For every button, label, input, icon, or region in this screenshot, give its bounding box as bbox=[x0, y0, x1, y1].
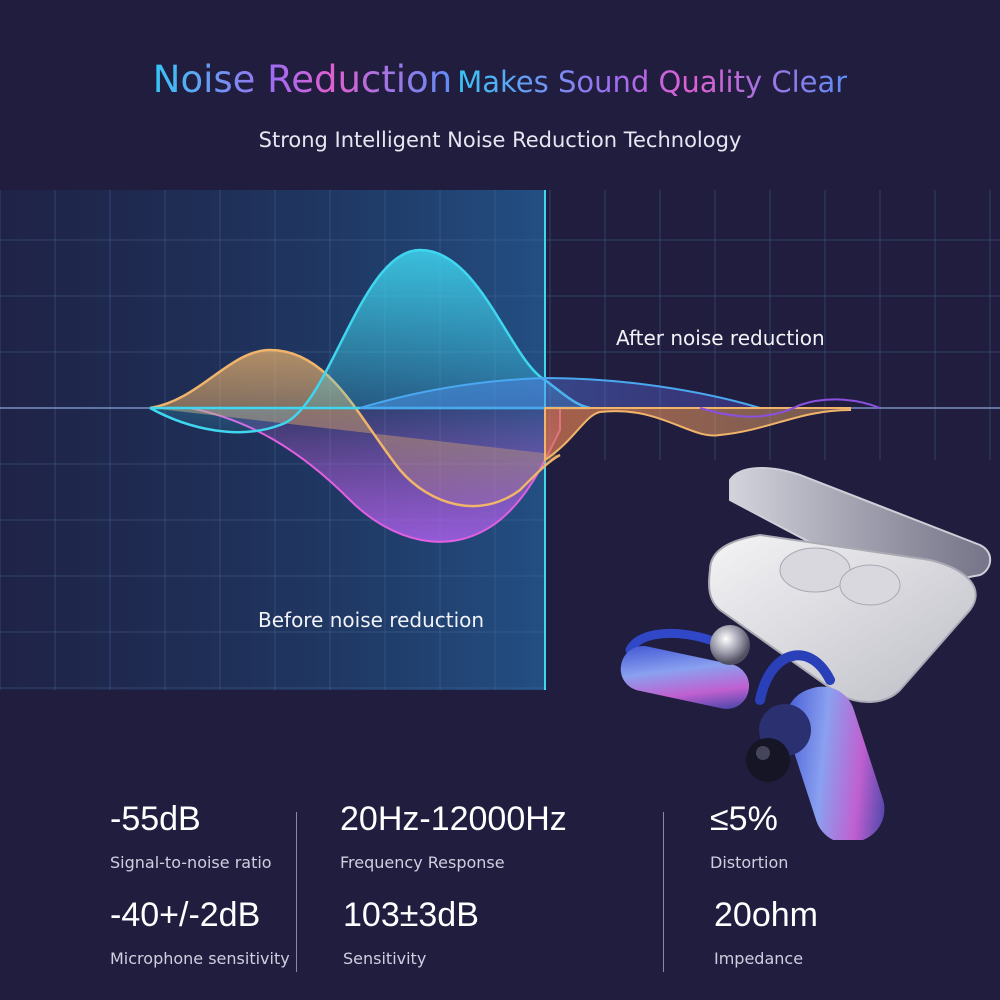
orange-right-wave bbox=[544, 407, 851, 462]
spec-snr: -55dB Signal-to-noise ratio bbox=[110, 800, 272, 872]
title-main: Noise Reduction bbox=[152, 58, 453, 101]
orange-wave bbox=[149, 348, 561, 508]
spec-distortion: ≤5% Distortion bbox=[710, 800, 788, 872]
page-title: Noise Reduction Makes Sound Quality Clea… bbox=[0, 58, 1000, 101]
spec-snr-value: -55dB bbox=[110, 800, 201, 838]
spec-frequency: 20Hz-12000Hz Frequency Response bbox=[340, 800, 567, 872]
earphone-product-image bbox=[620, 467, 992, 840]
earpiece-right-hook bbox=[755, 650, 835, 705]
case-base bbox=[708, 533, 977, 703]
spec-frequency-value: 20Hz-12000Hz bbox=[340, 800, 567, 838]
after-noise-label: After noise reduction bbox=[616, 326, 825, 350]
spec-mic-sensitivity-value: -40+/-2dB bbox=[110, 896, 261, 934]
spec-divider-1 bbox=[296, 812, 297, 972]
earpiece-left-bud bbox=[710, 625, 750, 665]
page-subtitle: Strong Intelligent Noise Reduction Techn… bbox=[258, 128, 742, 152]
spec-sensitivity-value: 103±3dB bbox=[343, 896, 479, 934]
spec-sensitivity: 103±3dB Sensitivity bbox=[343, 896, 479, 968]
purple-right-wave bbox=[699, 398, 881, 418]
title-rest: Makes Sound Quality Clear bbox=[457, 65, 848, 99]
spec-distortion-value: ≤5% bbox=[710, 800, 778, 838]
before-noise-label: Before noise reduction bbox=[258, 608, 485, 632]
spec-divider-2 bbox=[663, 812, 664, 972]
spec-impedance-value: 20ohm bbox=[714, 896, 818, 934]
spec-mic-sensitivity-label: Microphone sensitivity bbox=[110, 949, 290, 968]
earpiece-left-hook bbox=[625, 628, 715, 655]
spec-mic-sensitivity: -40+/-2dB Microphone sensitivity bbox=[110, 896, 290, 968]
spec-snr-label: Signal-to-noise ratio bbox=[110, 853, 272, 872]
spec-frequency-label: Frequency Response bbox=[340, 853, 505, 872]
spec-impedance: 20ohm Impedance bbox=[714, 896, 818, 968]
earpiece-right-tip bbox=[746, 738, 790, 782]
spec-impedance-label: Impedance bbox=[714, 949, 804, 968]
earpiece-left-body bbox=[620, 646, 750, 709]
blue-wave bbox=[359, 376, 761, 409]
spec-distortion-label: Distortion bbox=[710, 853, 789, 872]
case-slot-right bbox=[839, 564, 901, 606]
case-slot-left bbox=[779, 547, 851, 593]
spec-sensitivity-label: Sensitivity bbox=[343, 949, 427, 968]
